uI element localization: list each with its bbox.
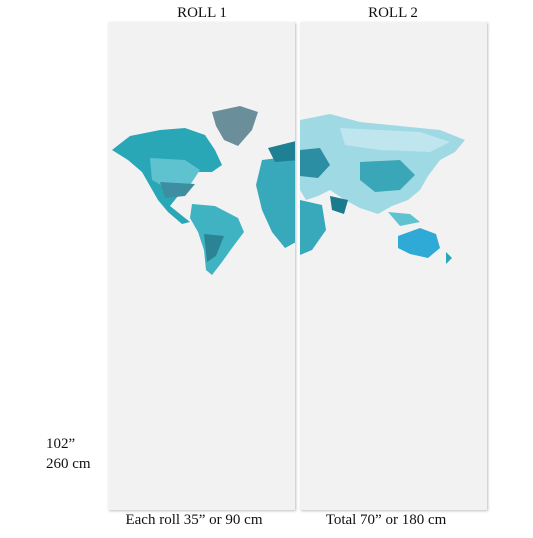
- roll-label: ROLL 2: [368, 5, 418, 21]
- width-each: Each roll 35” or 90 cm: [125, 512, 262, 528]
- roll-label: ROLL 1: [177, 5, 227, 21]
- height-cm: 260 cm: [46, 456, 91, 472]
- height-inches: 102”: [46, 436, 75, 452]
- width-total: Total 70” or 180 cm: [326, 512, 447, 528]
- roll-panel: [108, 22, 295, 510]
- roll-panel: [300, 22, 487, 510]
